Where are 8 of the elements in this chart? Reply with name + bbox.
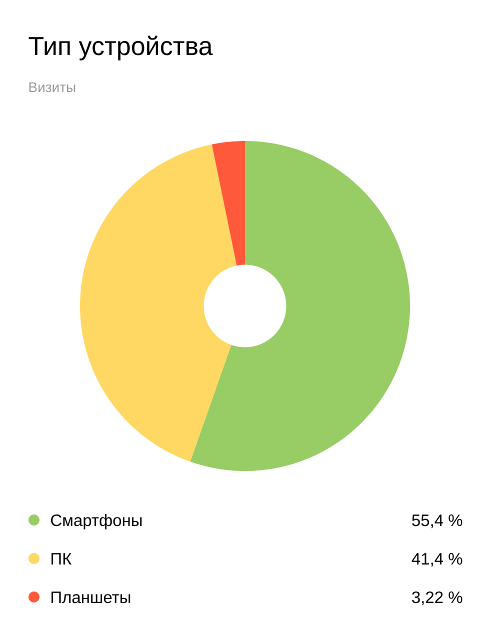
legend-label: Смартфоны [51,514,142,530]
chart-subtitle: Визиты [29,82,76,92]
data-label: 41,4 % [412,553,462,567]
legend-label: ПК [52,553,72,564]
data-label: 3,22 % [412,591,462,606]
chart-title: Тип устройства [28,36,213,60]
data-label: 55,4 % [412,514,462,528]
legend-label: Планшеты [52,592,130,604]
